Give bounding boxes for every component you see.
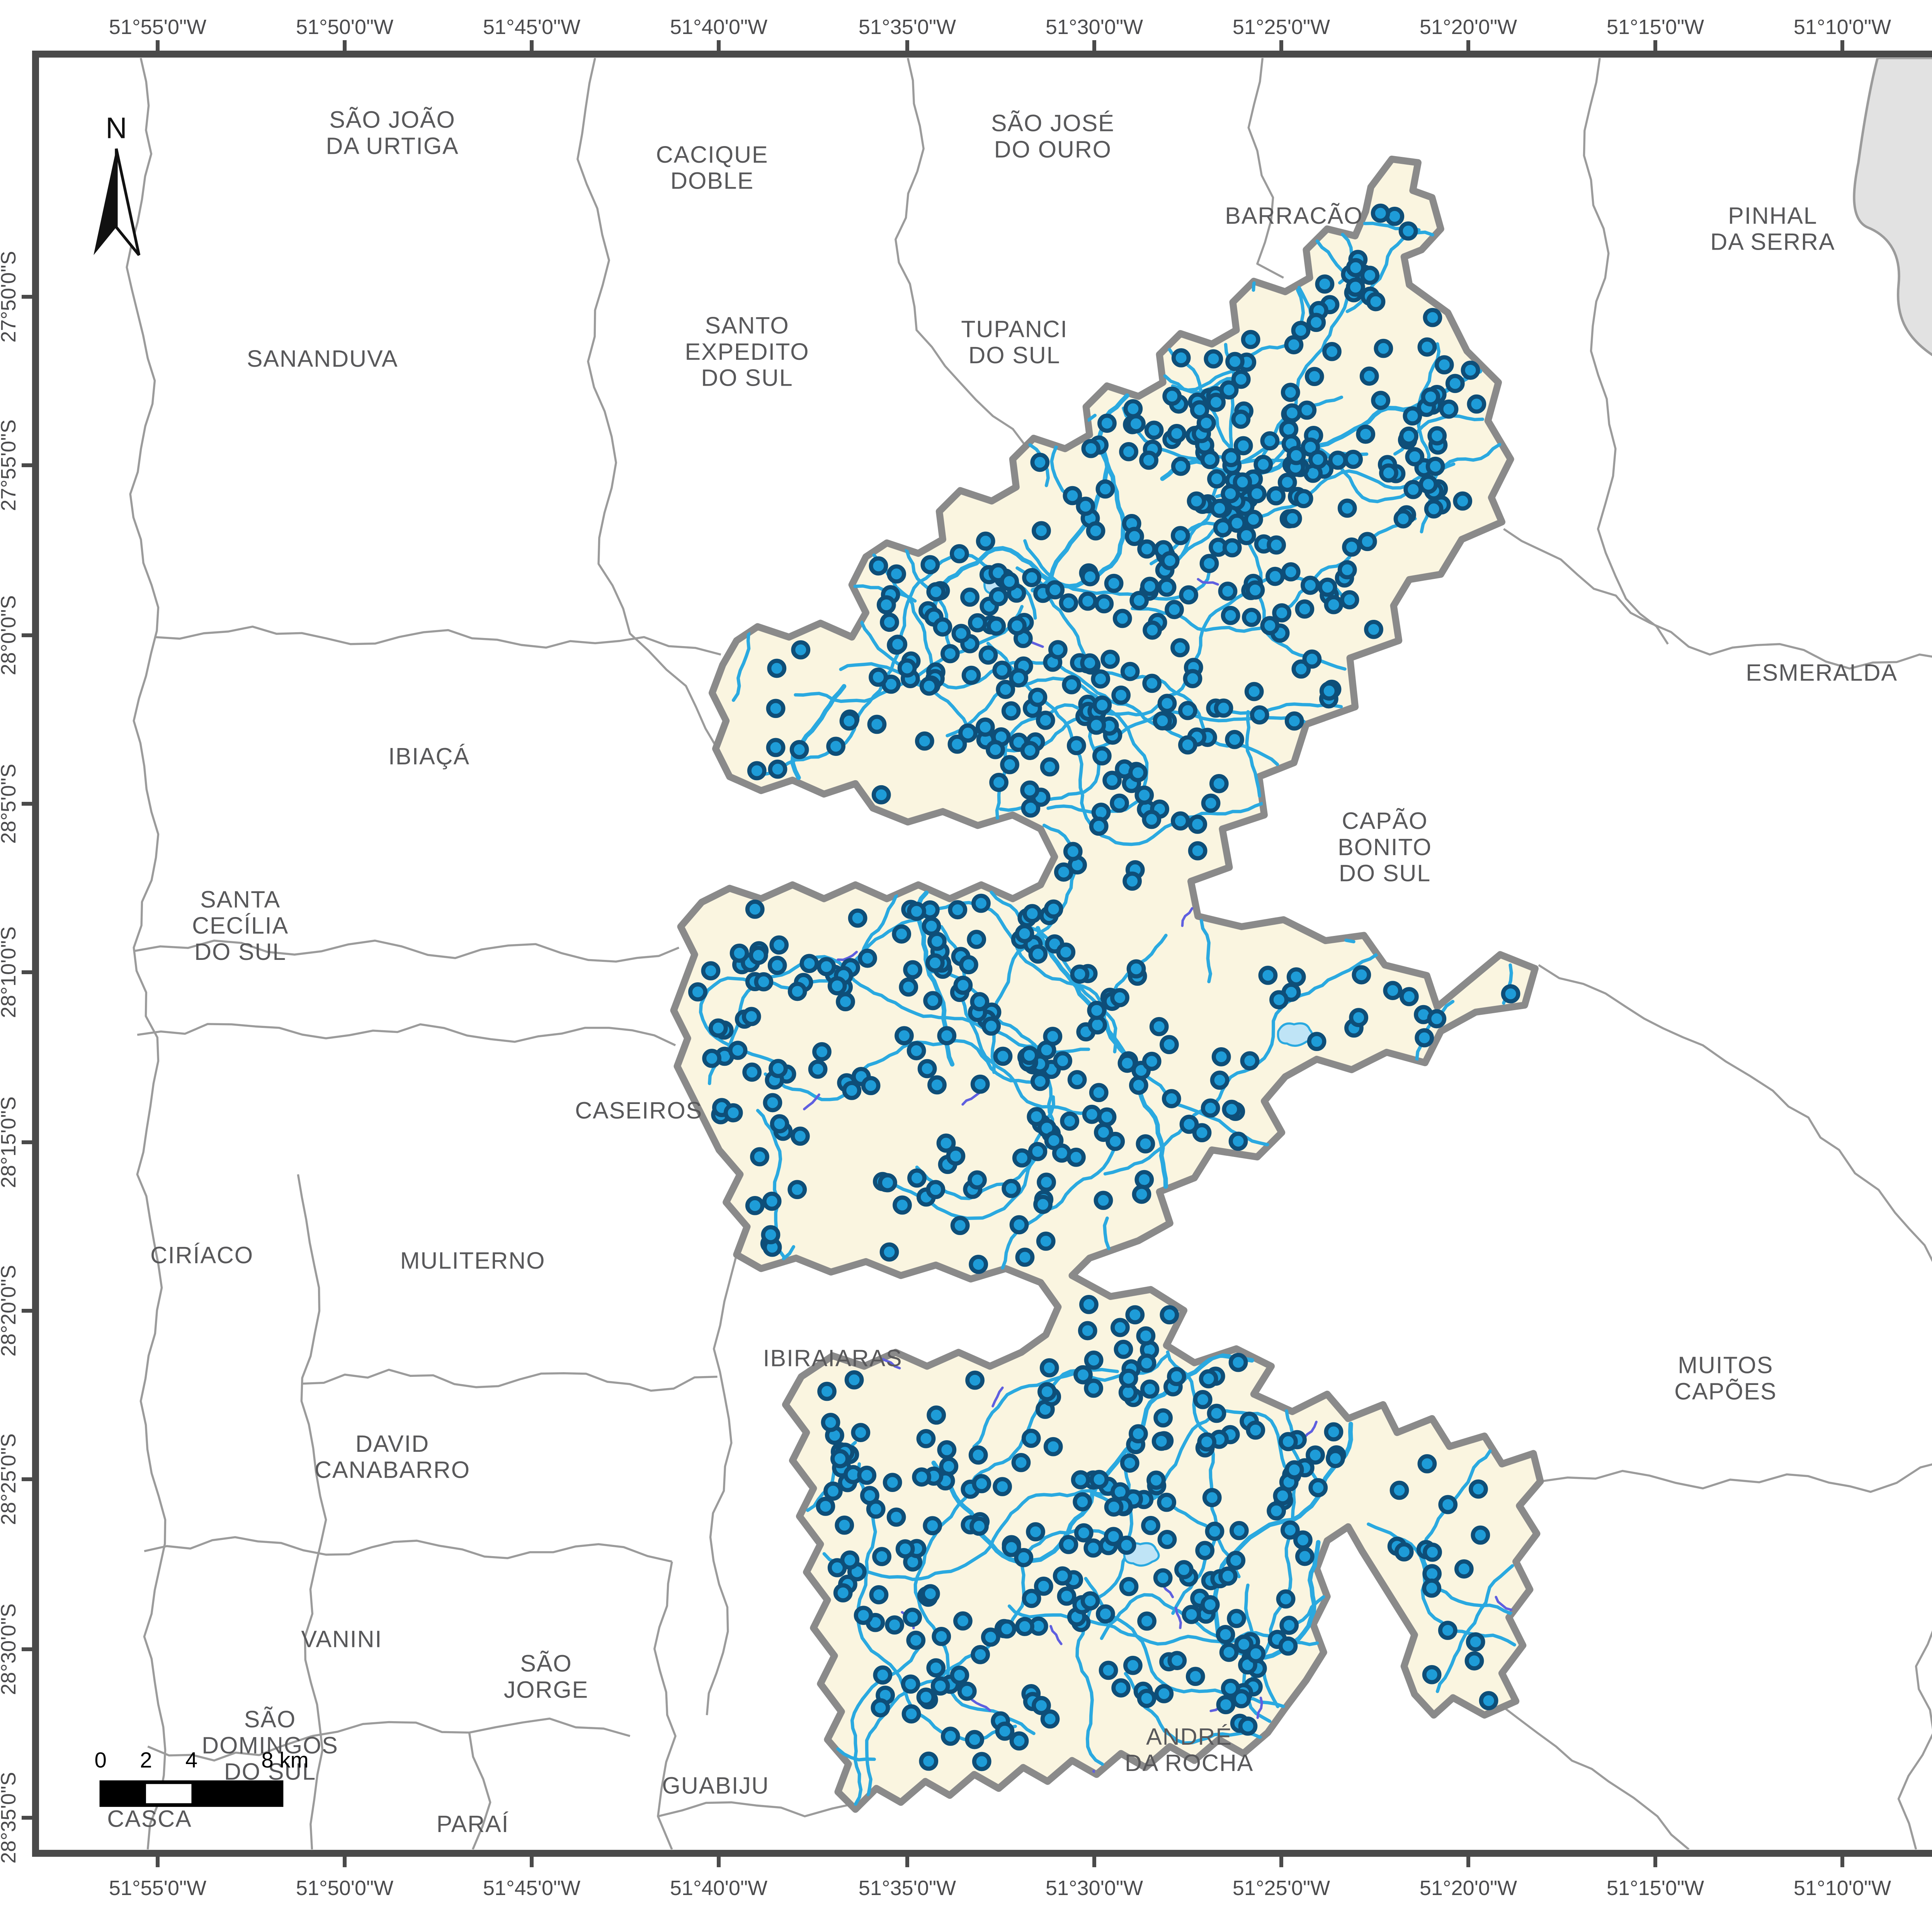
map-label: VANINI [301,1626,382,1652]
map-label: CASEIROS [575,1097,702,1124]
axis-label-bottom: 51°45'0"W [483,1876,580,1900]
map-label: SÃO JORGE [504,1650,588,1703]
axis-label-top: 51°45'0"W [483,15,580,39]
map-label: TUPANCI DO SUL [961,316,1068,368]
scale-bar: 0 2 4 8 km [95,1748,309,1807]
axis-label-top: 51°30'0"W [1046,15,1143,39]
map-label: ESMERALDA [1746,660,1898,686]
map-label: MUITOS CAPÕES [1674,1352,1777,1405]
map-label: MULITERNO [400,1247,546,1274]
map-label: SÃO DOMINGOS DO SUL [202,1706,338,1785]
map-label: CASCA [107,1805,192,1832]
map-label: CAPÃO BONITO DO SUL [1338,808,1432,886]
axis-label-left: 28°30'0"S [0,1603,20,1695]
map-label: CACIQUE DOBLE [656,141,769,194]
scalebar-label: 0 [95,1748,107,1772]
axis-label-left: 28°5'0"S [0,764,20,844]
axis-label-bottom: 51°40'0"W [670,1876,767,1900]
axis-label-bottom: 51°50'0"W [296,1876,393,1900]
axis-label-top: 51°55'0"W [109,15,206,39]
axis-label-left: 28°0'0"S [0,595,20,675]
axis-label-top: 51°10'0"W [1794,15,1891,39]
axis-label-left: 27°55'0"S [0,419,20,511]
axis-label-top: 51°40'0"W [670,15,767,39]
neighbor-municipality-boundaries [126,58,1932,1849]
axis-label-bottom: 51°10'0"W [1794,1876,1891,1900]
nascentes-layer [688,203,1520,1771]
axis-label-bottom: 51°35'0"W [859,1876,956,1900]
axis-label-left: 28°25'0"S [0,1433,20,1525]
map-label: SANTO EXPEDITO DO SUL [685,312,809,391]
map-label: IBIAÇÁ [388,743,470,769]
scalebar-label: 4 [185,1748,197,1772]
axis-label-top: 51°35'0"W [859,15,956,39]
map-label: SANANDUVA [247,345,398,372]
map-label: BARRACÃO [1225,202,1363,229]
north-arrow-label: N [105,112,127,145]
map-label: SÃO JOSÉ DO OURO [991,110,1115,163]
axis-label-left: 28°10'0"S [0,926,20,1018]
axis-label-top: 51°15'0"W [1607,15,1704,39]
axis-label-bottom: 51°30'0"W [1046,1876,1143,1900]
graticule-axes: 51°55'0"W 51°50'0"W 51°45'0"W 51°40'0"W 51°3… [0,15,1891,1900]
axis-label-top: 51°25'0"W [1233,15,1330,39]
map-canvas: SÃO JOÃO DA URTIGA CACIQUE DOBLE SÃO JOSÉ DO … [39,58,1932,1849]
axis-label-left: 28°15'0"S [0,1096,20,1188]
axis-label-bottom: 51°20'0"W [1420,1876,1517,1900]
scalebar-label: 2 [140,1748,152,1772]
municipality-labels: SÃO JOÃO DA URTIGA CACIQUE DOBLE SÃO JOSÉ DO … [107,107,1898,1837]
map-label: SÃO JOÃO DA URTIGA [326,107,459,159]
axis-label-left: 27°50'0"S [0,251,20,342]
state-limit-area [1853,58,1932,356]
map-label: ANDRÉ DA ROCHA [1125,1723,1253,1776]
axis-label-bottom: 51°55'0"W [109,1876,206,1900]
map-label: SANTA CECÍLIA DO SUL [192,886,289,965]
map-label: PINHAL DA SERRA [1710,202,1835,255]
axis-label-bottom: 51°25'0"W [1233,1876,1330,1900]
axis-label-top: 51°50'0"W [296,15,393,39]
axis-label-left: 28°20'0"S [0,1265,20,1356]
map-label: DAVID CANABARRO [315,1431,470,1483]
map-label: CIRÍACO [150,1242,253,1268]
axis-label-left: 28°35'0"S [0,1772,20,1863]
map-label: GUABIJU [662,1773,769,1799]
axis-label-top: 51°20'0"W [1420,15,1517,39]
axis-label-bottom: 51°15'0"W [1607,1876,1704,1900]
map-label: PARAÍ [437,1811,509,1837]
scalebar-label: 8 km [261,1748,308,1772]
map-label: IBIRAIARAS [763,1345,903,1371]
